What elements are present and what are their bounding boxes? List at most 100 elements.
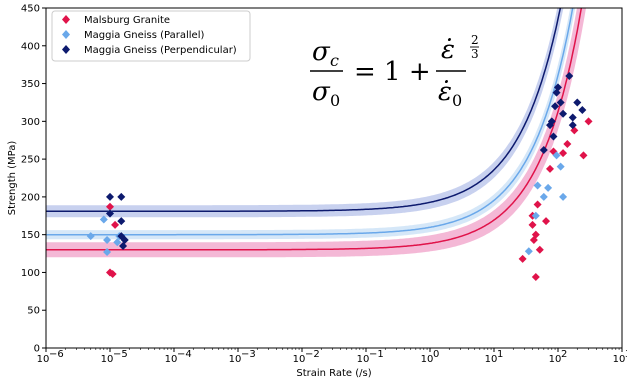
eq-sub-0-right: 0 — [452, 91, 462, 110]
x-tick-exp-3: −3 — [241, 349, 256, 360]
data-point-s2-2 — [117, 192, 126, 201]
data-point-s0-0 — [106, 202, 114, 211]
legend-marker-malsburg — [62, 15, 70, 24]
data-point-s2-0 — [106, 192, 114, 201]
y-tick-label-6: 300 — [21, 117, 40, 128]
y-axis-label: Strength (MPa) — [7, 141, 18, 216]
eq-exponent-den: 3 — [471, 47, 479, 61]
eq-sigma-c: σ — [312, 37, 331, 67]
x-tick-label-0: 10 — [37, 354, 50, 365]
data-point-s0-6 — [528, 220, 537, 229]
data-point-s2-15 — [559, 109, 568, 118]
x-tick-exp-2: −4 — [177, 349, 192, 360]
data-point-s0-9 — [531, 230, 540, 239]
data-point-s0-8 — [531, 272, 540, 281]
x-tick-label-1: 10 — [101, 354, 114, 365]
data-point-s0-11 — [535, 245, 544, 254]
x-tick-exp-9: 3 — [625, 349, 627, 360]
x-tick-exp-4: −2 — [305, 349, 320, 360]
x-tick-label-7: 10 — [485, 354, 498, 365]
data-point-s0-15 — [559, 149, 568, 158]
x-tick-label-4: 10 — [293, 354, 306, 365]
data-point-s1-14 — [559, 192, 568, 201]
data-point-s2-1 — [106, 209, 114, 218]
y-tick-label-2: 100 — [21, 268, 40, 279]
data-point-s0-17 — [570, 126, 579, 135]
x-tick-label-5: 10 — [357, 354, 370, 365]
data-point-s1-1 — [99, 215, 108, 224]
data-point-s1-7 — [524, 247, 533, 256]
x-axis-label: Strain Rate (/s) — [296, 368, 371, 379]
data-point-s1-8 — [531, 211, 540, 220]
eq-epsilon-dot: ε̇ — [441, 35, 455, 65]
data-point-s0-13 — [546, 164, 555, 173]
data-point-s2-10 — [549, 132, 558, 141]
y-tick-label-0: 0 — [34, 344, 40, 355]
eq-equals-one-plus: = 1 + — [354, 57, 431, 87]
data-point-s1-3 — [103, 235, 112, 244]
y-tick-label-5: 250 — [21, 155, 40, 166]
legend-label-parallel: Maggia Gneiss (Parallel) — [84, 30, 204, 41]
data-point-s2-9 — [547, 117, 556, 126]
y-axis-ticks: 0 50 100 150 200 250 300 350 400 450 — [21, 4, 46, 355]
data-point-s2-20 — [568, 121, 577, 130]
data-point-s1-10 — [539, 192, 548, 201]
equation: σ c σ 0 = 1 + ε̇ ε̇ 0 2 3 — [310, 33, 479, 110]
data-point-s1-11 — [544, 183, 553, 192]
eq-exponent-num: 2 — [471, 33, 479, 47]
data-point-s1-9 — [533, 181, 542, 190]
x-tick-exp-7: 1 — [497, 349, 503, 360]
x-tick-label-9: 10 — [613, 354, 626, 365]
y-tick-label-3: 150 — [21, 230, 40, 241]
data-point-s2-19 — [578, 106, 587, 114]
data-point-s0-18 — [579, 151, 588, 160]
data-point-s1-12 — [552, 151, 561, 160]
data-point-s2-3 — [117, 217, 126, 226]
eq-epsilon-dot-0: ε̇ — [438, 77, 452, 107]
data-point-s0-2 — [108, 269, 117, 278]
data-point-s1-0 — [86, 232, 95, 241]
data-point-s0-3 — [111, 220, 120, 229]
y-tick-label-4: 200 — [21, 192, 40, 203]
data-point-s1-5 — [113, 238, 122, 247]
x-tick-exp-5: −1 — [369, 349, 384, 360]
legend-box — [51, 10, 251, 62]
x-tick-label-6: 10 — [421, 354, 434, 365]
x-axis-ticks: 10−610−510−410−310−210−1100101102103 — [37, 348, 627, 365]
y-tick-label-8: 400 — [21, 41, 40, 52]
data-point-s2-5 — [119, 242, 128, 250]
data-point-s2-13 — [554, 83, 562, 92]
eq-sigma-0: σ — [312, 77, 331, 107]
data-point-s0-10 — [533, 200, 542, 209]
y-tick-label-1: 50 — [27, 306, 40, 317]
data-point-s2-6 — [120, 235, 129, 244]
data-point-s1-2 — [103, 248, 112, 257]
data-point-s2-7 — [539, 146, 548, 155]
x-tick-label-3: 10 — [229, 354, 242, 365]
data-point-s2-17 — [568, 113, 577, 122]
legend-label-perpendicular: Maggia Gneiss (Perpendicular) — [84, 45, 237, 56]
y-tick-label-9: 450 — [21, 4, 40, 15]
legend: Malsburg Granite Maggia Gneiss (Parallel… — [51, 10, 251, 62]
eq-sub-0: 0 — [330, 91, 340, 110]
legend-marker-parallel — [62, 30, 70, 39]
fit-curves — [46, 8, 583, 251]
x-tick-label-8: 10 — [549, 354, 562, 365]
data-points — [86, 72, 593, 281]
data-point-s0-12 — [542, 217, 551, 226]
fit-curve-0 — [46, 8, 583, 251]
x-tick-exp-8: 2 — [561, 349, 567, 360]
data-point-s1-13 — [556, 162, 565, 171]
x-tick-exp-0: −6 — [49, 349, 64, 360]
data-point-s0-19 — [584, 117, 593, 126]
x-tick-exp-6: 0 — [433, 349, 439, 360]
x-tick-label-2: 10 — [165, 354, 178, 365]
data-point-s0-16 — [563, 140, 572, 148]
eq-sub-c: c — [330, 51, 339, 70]
legend-marker-perpendicular — [62, 45, 70, 54]
data-point-s2-16 — [565, 72, 574, 80]
x-tick-exp-1: −5 — [113, 349, 128, 360]
data-point-s0-4 — [518, 254, 527, 263]
legend-label-malsburg: Malsburg Granite — [84, 15, 170, 26]
